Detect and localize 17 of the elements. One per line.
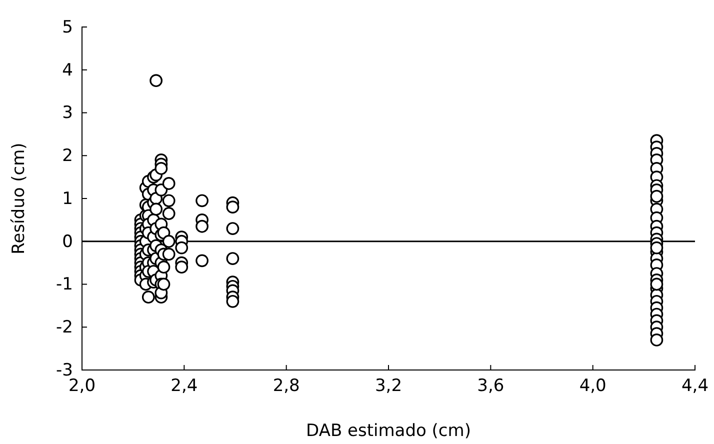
y-tick-label: 0 [62,232,73,252]
x-tick-label: 3,2 [374,376,402,396]
x-tick-label: 2,4 [170,376,198,396]
y-tick-label: -1 [56,274,73,295]
x-tick-label: 4,4 [681,376,709,396]
y-tick-label: 2 [62,146,73,166]
x-axis-title: DAB estimado (cm) [306,421,471,441]
x-tick-label: 4,0 [579,376,606,396]
y-tick-label: 1 [62,188,73,209]
y-tick-label: 3 [62,103,73,124]
y-tick-label: 4 [62,60,73,80]
y-tick-label: 5 [62,17,73,38]
x-tick-label: 2,0 [68,376,96,396]
y-tick-label: -2 [56,318,73,338]
x-tick-label: 3,6 [477,376,504,396]
y-axis-title: Resíduo (cm) [9,142,29,254]
x-tick-label: 2,8 [272,376,300,396]
